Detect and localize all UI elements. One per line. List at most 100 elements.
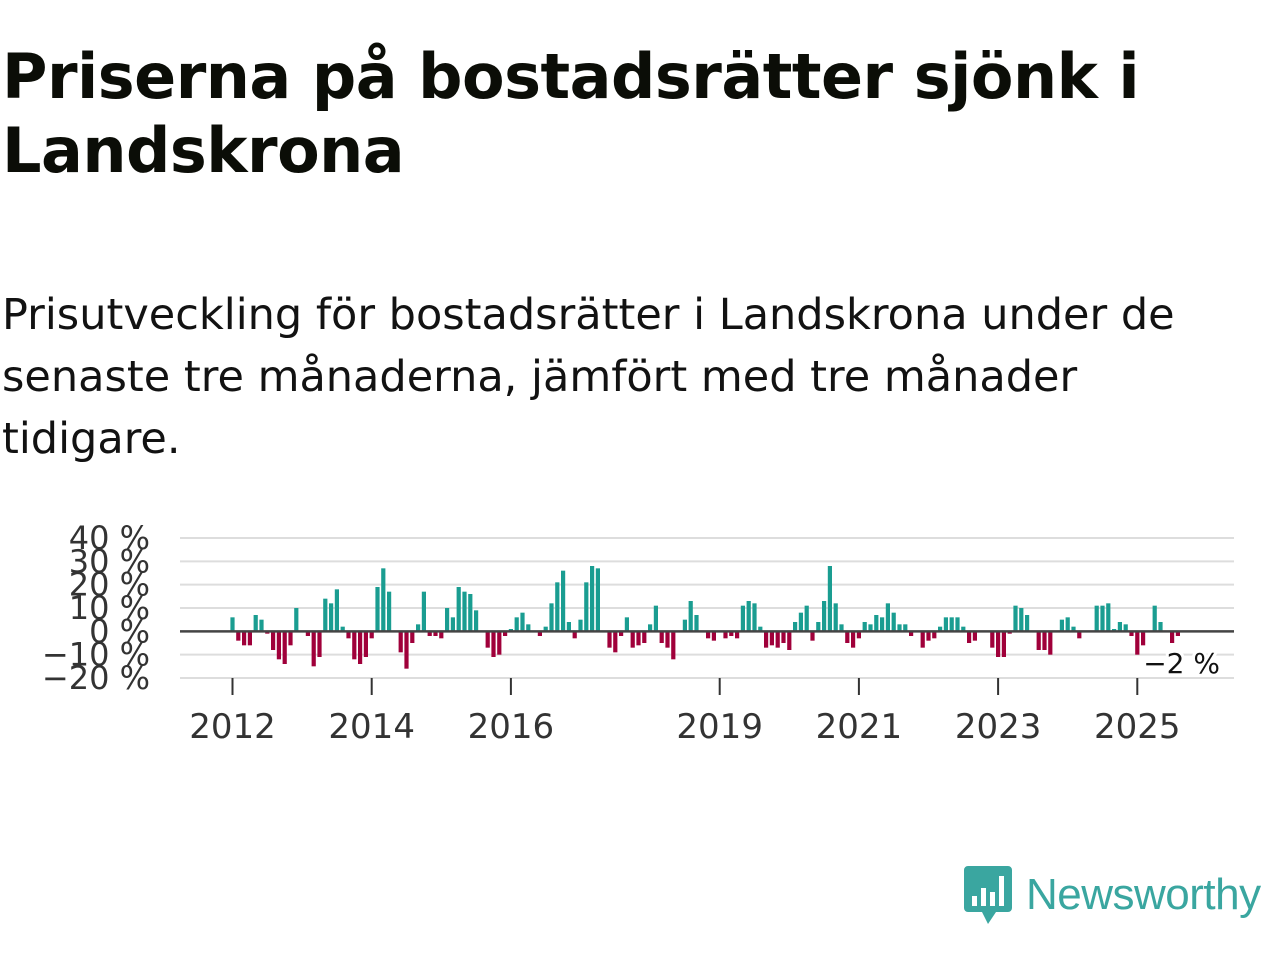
bar	[804, 605, 809, 632]
bar	[943, 617, 948, 632]
bar	[874, 615, 879, 632]
bar	[659, 631, 664, 643]
chart-title: Priserna på bostadsrätter sjönk i Landsk…	[2, 40, 1140, 187]
newsworthy-logo-icon	[964, 866, 1012, 924]
bar	[775, 631, 780, 648]
bar	[456, 587, 461, 632]
bar	[613, 631, 618, 653]
x-tick-label: 2023	[955, 707, 1042, 747]
bar	[416, 624, 421, 632]
bar	[375, 587, 380, 632]
bar	[758, 626, 763, 632]
newsworthy-logo: Newsworthy	[962, 862, 1261, 928]
bar	[706, 631, 711, 639]
bar	[595, 568, 600, 632]
bar	[1123, 624, 1128, 632]
bar	[990, 631, 995, 648]
last-value-annotation: −2 %	[1140, 644, 1223, 683]
bar	[590, 566, 595, 632]
bar	[1042, 631, 1047, 650]
bar	[462, 591, 467, 632]
bar	[938, 626, 943, 632]
bar	[421, 591, 426, 632]
bar	[845, 631, 850, 643]
bar	[363, 631, 368, 657]
bar	[851, 631, 856, 648]
bar	[856, 631, 861, 639]
bar	[740, 605, 745, 632]
bar	[1071, 626, 1076, 632]
newsworthy-logo-text: Newsworthy	[1026, 870, 1261, 919]
bar	[636, 631, 641, 646]
y-axis-ticks: 40 %30 %20 %10 %0 %−10 %−20 %	[42, 519, 150, 697]
bar	[909, 631, 914, 636]
bar	[561, 570, 566, 632]
x-tick-label: 2019	[676, 707, 763, 747]
bar	[810, 631, 815, 641]
bar	[972, 631, 977, 641]
bar	[526, 624, 531, 632]
last-value-label: −2 %	[1143, 647, 1220, 680]
x-tick-label: 2012	[189, 707, 276, 747]
x-tick-label: 2014	[328, 707, 415, 747]
bar	[352, 631, 357, 660]
bar	[816, 622, 821, 632]
bar	[450, 617, 455, 632]
bar	[387, 591, 392, 632]
bar	[369, 631, 374, 639]
bar	[578, 619, 583, 632]
bar	[920, 631, 925, 648]
bar	[1129, 631, 1134, 636]
bar	[729, 631, 734, 636]
bar	[1094, 605, 1099, 632]
bar	[891, 612, 896, 632]
bar	[520, 612, 525, 632]
bar	[1059, 619, 1064, 632]
bar	[259, 619, 264, 632]
bar	[648, 624, 653, 632]
bar-chart: 40 %30 %20 %10 %0 %−10 %−20 % 2012 2014 20…	[42, 519, 1234, 747]
bar	[798, 612, 803, 632]
bar	[445, 608, 450, 632]
bar	[410, 631, 415, 643]
bar	[822, 601, 827, 632]
bar	[764, 631, 769, 648]
bar	[723, 631, 728, 639]
bar	[253, 615, 258, 632]
bar	[1065, 617, 1070, 632]
bar	[334, 589, 339, 632]
bar	[340, 626, 345, 632]
bar	[346, 631, 351, 639]
x-tick-label: 2025	[1094, 707, 1181, 747]
y-tick-label: −20 %	[42, 659, 150, 697]
bar	[1001, 631, 1006, 657]
bar	[555, 582, 560, 632]
x-axis-ticks: 2012 2014 2016 2019 2021 2023 2025	[189, 678, 1181, 747]
bar	[317, 631, 322, 657]
bar	[305, 631, 310, 636]
bar	[996, 631, 1001, 657]
bar	[1141, 631, 1146, 646]
bar	[485, 631, 490, 648]
bar	[688, 601, 693, 632]
bar	[630, 631, 635, 648]
bar	[1170, 631, 1175, 643]
y-tick-label: 10 %	[69, 589, 150, 627]
bar	[1025, 615, 1030, 632]
bar	[665, 631, 670, 648]
bar	[787, 631, 792, 650]
bar	[607, 631, 612, 648]
bar	[827, 566, 832, 632]
y-tick-label: 0 %	[89, 612, 150, 650]
bar	[276, 631, 281, 660]
bar	[1117, 622, 1122, 632]
bar	[880, 617, 885, 632]
bar	[468, 594, 473, 632]
bar	[271, 631, 276, 650]
bar	[543, 626, 548, 632]
bar	[839, 624, 844, 632]
bar	[694, 615, 699, 632]
bar	[1077, 631, 1082, 639]
bar	[735, 631, 740, 639]
bar	[282, 631, 287, 664]
